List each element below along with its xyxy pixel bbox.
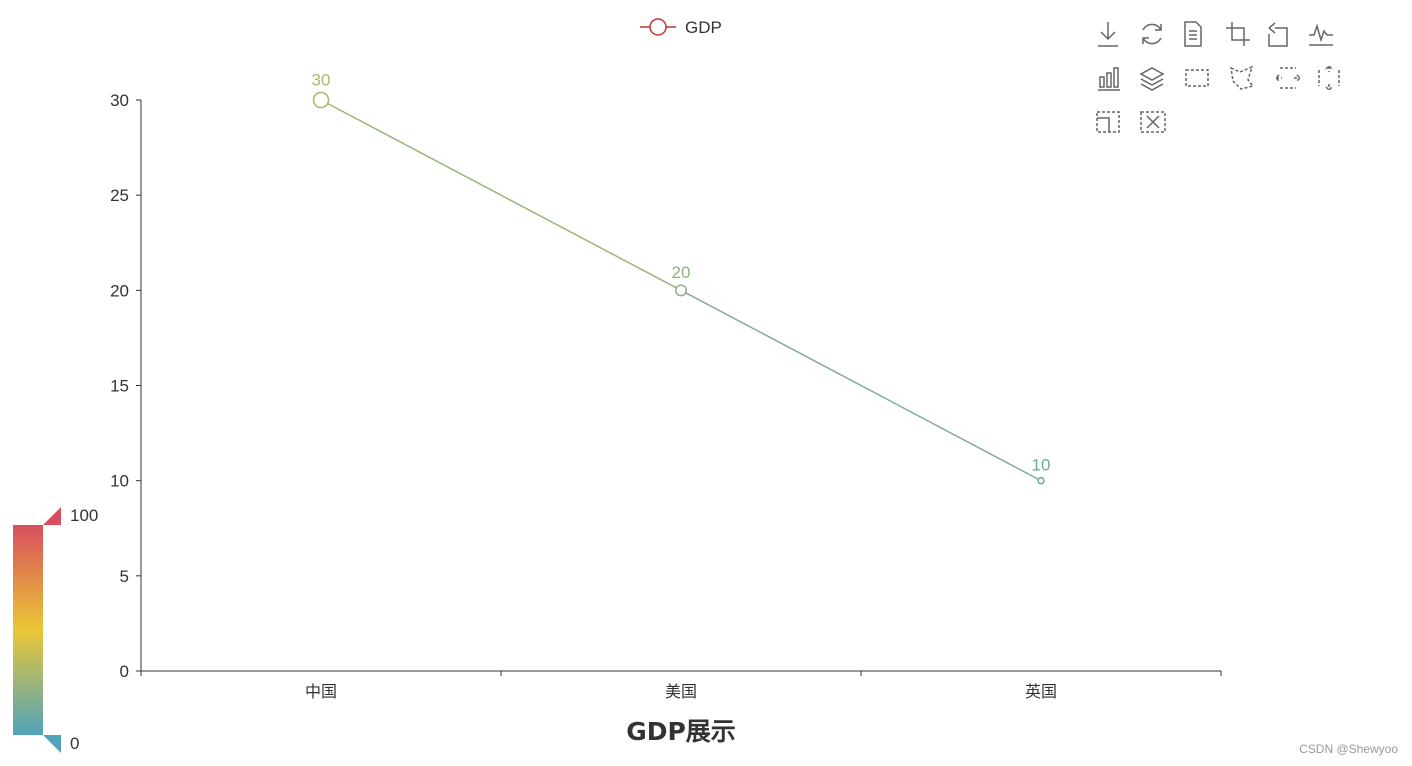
chart-title: GDP展示	[626, 717, 736, 746]
restore-icon[interactable]	[1142, 23, 1162, 45]
series-line-segment	[320, 99, 682, 291]
rect-select-icon[interactable]	[1185, 69, 1209, 87]
series-line-segment	[680, 289, 1042, 482]
x-tick-label: 英国	[1025, 682, 1057, 701]
data-label: 30	[312, 71, 331, 90]
clear-select-icon[interactable]	[1140, 111, 1166, 133]
data-point[interactable]	[312, 91, 330, 109]
polygon-select-icon[interactable]	[1230, 65, 1255, 90]
line-chart-icon[interactable]	[1309, 23, 1333, 46]
visual-map-max-label: 100	[70, 506, 98, 525]
series-gdp: 30 20 10	[312, 71, 1051, 485]
axes	[140, 100, 1221, 672]
legend[interactable]: GDP	[640, 18, 722, 37]
y-tick-label: 25	[110, 186, 129, 205]
x-tick-label: 中国	[305, 682, 337, 701]
data-label: 20	[672, 263, 691, 282]
line-x-select-icon[interactable]	[1274, 67, 1302, 89]
data-view-icon[interactable]	[1184, 21, 1202, 47]
zoom-icon[interactable]	[1226, 22, 1250, 46]
y-tick-label: 10	[110, 472, 129, 491]
legend-label: GDP	[685, 18, 722, 37]
y-tick-label: 15	[110, 377, 129, 396]
zoom-back-icon[interactable]	[1268, 22, 1288, 47]
y-tick-label: 0	[120, 662, 129, 681]
visual-map-min-handle[interactable]	[43, 735, 61, 753]
data-point[interactable]	[675, 284, 687, 297]
toolbox	[1096, 21, 1340, 133]
data-label: 10	[1032, 456, 1051, 475]
y-ticks: 0 5 10 15 20 25 30	[110, 91, 141, 681]
visual-map-bar[interactable]	[13, 525, 43, 735]
visual-map[interactable]: 100 0	[13, 506, 98, 753]
bar-chart-icon[interactable]	[1098, 67, 1120, 91]
x-tick-label: 美国	[665, 682, 697, 701]
keep-select-icon[interactable]	[1096, 111, 1120, 133]
watermark: CSDN @Shewyoo	[1299, 742, 1398, 756]
save-as-image-icon[interactable]	[1098, 22, 1118, 47]
x-ticks: 中国 美国 英国	[140, 671, 1222, 701]
y-tick-label: 30	[110, 91, 129, 110]
data-point[interactable]	[1037, 476, 1045, 485]
legend-circle-icon	[649, 18, 667, 36]
stack-icon[interactable]	[1139, 67, 1165, 91]
visual-map-max-handle[interactable]	[43, 507, 61, 525]
y-tick-label: 5	[120, 567, 129, 586]
y-tick-label: 20	[110, 281, 129, 300]
visual-map-min-label: 0	[70, 734, 79, 753]
line-y-select-icon[interactable]	[1318, 64, 1340, 92]
